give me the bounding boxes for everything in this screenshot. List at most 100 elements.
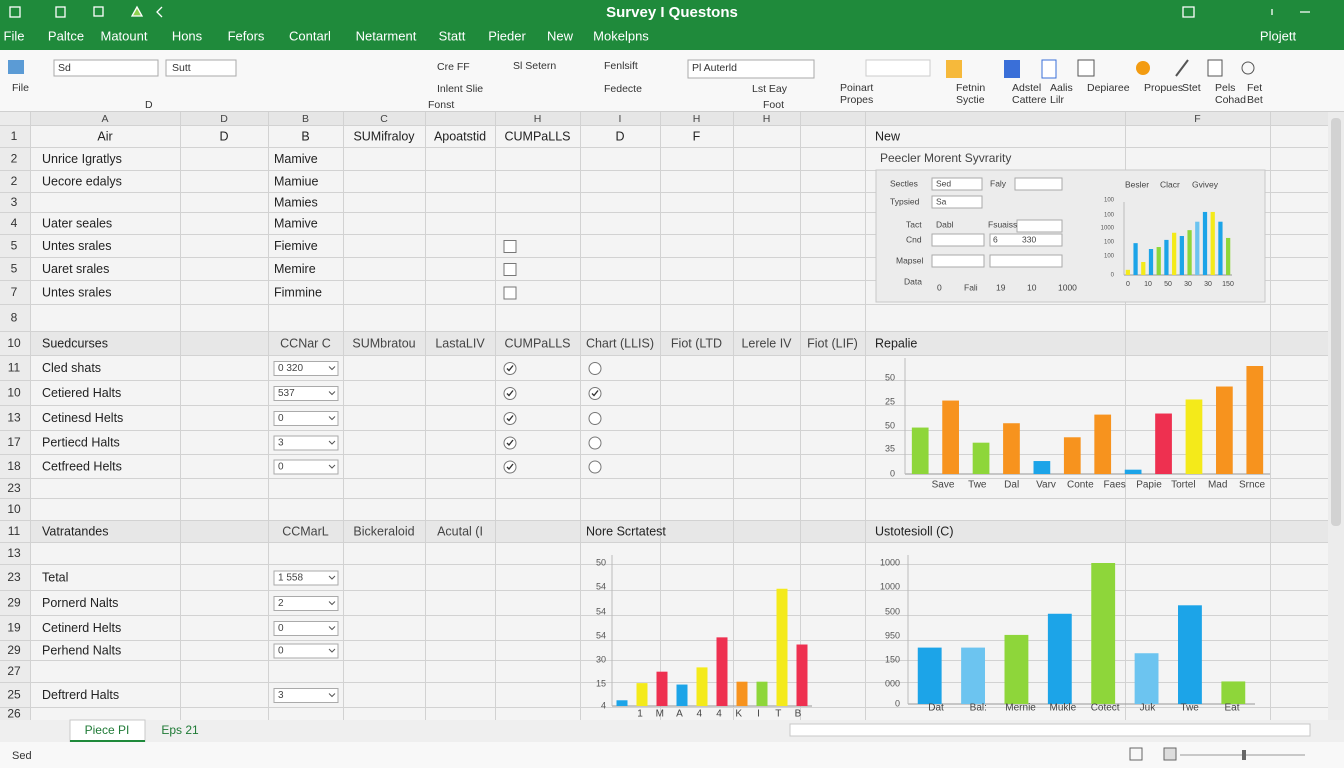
dropdown-value[interactable]: 3 <box>278 690 284 701</box>
ribbon-label[interactable]: Fet <box>1247 82 1262 94</box>
dropdown-value[interactable]: 0 <box>278 462 284 473</box>
ribbon-label[interactable]: Syctie <box>956 94 985 106</box>
bar <box>696 667 708 706</box>
dropdown[interactable] <box>273 459 339 475</box>
column-header: C <box>380 113 388 125</box>
view-button[interactable] <box>1129 747 1143 761</box>
cell-text: LastaLIV <box>435 336 485 350</box>
ribbon-label[interactable]: Sd <box>58 62 71 74</box>
ribbon-tab[interactable]: Mokelpns <box>593 28 649 43</box>
radio[interactable] <box>588 412 602 425</box>
zoom-thumb[interactable] <box>1242 750 1246 760</box>
bar <box>776 588 788 706</box>
panel-input[interactable] <box>1014 177 1063 191</box>
row-number: 3 <box>11 195 18 209</box>
ribbon-label[interactable]: Inlent Slie <box>437 83 483 95</box>
ribbon-label[interactable]: Depiaree <box>1087 82 1130 94</box>
bar <box>1125 269 1130 275</box>
ribbon-tab[interactable]: Hons <box>172 28 203 43</box>
ribbon-label[interactable]: Sl Setern <box>513 60 556 72</box>
dropdown-value[interactable]: 0 <box>278 623 284 634</box>
ribbon-label[interactable]: Bet <box>1247 94 1263 106</box>
dropdown[interactable] <box>273 570 339 586</box>
ribbon-label[interactable]: Adstel <box>1012 82 1041 94</box>
ribbon-label[interactable]: Stet <box>1182 82 1201 94</box>
dropdown[interactable] <box>273 688 339 703</box>
dropdown[interactable] <box>273 386 339 401</box>
ribbon-label[interactable]: Cattere <box>1012 94 1047 106</box>
view-button[interactable] <box>1163 747 1177 761</box>
style-box[interactable] <box>865 59 931 77</box>
dropdown-value[interactable]: 0 320 <box>278 363 303 374</box>
ribbon-label[interactable]: Cohad <box>1215 94 1246 106</box>
dropdown-arrow <box>328 366 336 371</box>
sheet-tab[interactable]: Eps 21 <box>161 723 199 737</box>
ribbon-label[interactable]: Lst Eay <box>752 83 788 95</box>
ribbon-label[interactable]: D <box>145 99 153 111</box>
cell-text: Mamies <box>274 195 318 209</box>
dropdown-value[interactable]: 0 <box>278 413 284 424</box>
font-box[interactable] <box>53 59 159 77</box>
checkbox[interactable] <box>503 286 517 300</box>
ribbon-label[interactable]: Propes <box>840 94 873 106</box>
ribbon-label[interactable]: Pl Auterld <box>692 62 737 74</box>
ribbon-tab[interactable]: New <box>547 28 574 43</box>
ribbon-label[interactable]: Pels <box>1215 82 1235 94</box>
ribbon-label[interactable]: Aalis <box>1050 82 1073 94</box>
ribbon-label[interactable]: Cre FF <box>437 61 470 73</box>
panel-input[interactable] <box>931 254 985 268</box>
checkbox[interactable] <box>503 263 517 276</box>
dropdown[interactable] <box>273 621 339 636</box>
panel-input[interactable] <box>931 177 983 191</box>
horizontal-scrollbar[interactable] <box>789 723 1311 737</box>
panel-input[interactable] <box>989 233 1063 247</box>
cell-text: Cled shats <box>42 361 101 375</box>
panel-input[interactable] <box>1016 219 1063 233</box>
ribbon-label[interactable]: Fonst <box>428 99 454 111</box>
size-box[interactable] <box>165 59 237 77</box>
dropdown[interactable] <box>273 361 339 376</box>
ribbon-tab[interactable]: Paltce <box>48 28 84 43</box>
dropdown-value[interactable]: 2 <box>278 598 284 609</box>
ribbon-tab[interactable]: Fefors <box>228 28 265 43</box>
ribbon-label[interactable]: Foot <box>763 99 784 111</box>
dropdown-value[interactable]: 3 <box>278 438 284 449</box>
panel-input[interactable] <box>931 233 985 247</box>
ribbon-label[interactable]: File <box>12 82 29 94</box>
sheet-tab[interactable]: Piece PI <box>85 723 130 737</box>
ribbon-label[interactable]: Fetnin <box>956 82 985 94</box>
ribbon-tab[interactable]: Netarment <box>356 28 417 43</box>
ribbon-label[interactable]: Lilr <box>1050 94 1065 106</box>
ribbon-tab[interactable]: Matount <box>101 28 148 43</box>
row-number: 10 <box>7 502 21 516</box>
ribbon-label[interactable]: Sutt <box>172 62 191 74</box>
dropdown[interactable] <box>273 596 339 611</box>
icon <box>1241 61 1255 75</box>
cell-text: Vatratandes <box>42 524 108 538</box>
dropdown[interactable] <box>273 411 339 426</box>
dropdown[interactable] <box>273 643 339 659</box>
dropdown-value[interactable]: 0 <box>278 646 284 657</box>
style-box[interactable] <box>687 59 815 79</box>
dropdown[interactable] <box>273 435 339 451</box>
panel-input[interactable] <box>931 195 983 209</box>
radio[interactable] <box>588 362 602 375</box>
ribbon-tab[interactable]: Statt <box>439 28 466 43</box>
dropdown-arrow <box>328 601 336 606</box>
scroll-thumb[interactable] <box>1331 118 1341 526</box>
dropdown-value[interactable]: 1 558 <box>278 573 303 584</box>
ribbon-tab[interactable]: Contarl <box>289 28 331 43</box>
checkbox[interactable] <box>503 240 517 253</box>
panel-label: Besler <box>1125 179 1149 189</box>
radio[interactable] <box>588 436 602 450</box>
ribbon-label[interactable]: Fedecte <box>604 83 642 95</box>
ribbon-label[interactable]: Propues <box>1144 82 1183 94</box>
ribbon-tab[interactable]: File <box>4 28 25 43</box>
bar <box>736 681 748 706</box>
ribbon-label[interactable]: Fenlsift <box>604 60 638 72</box>
ribbon-tab[interactable]: Pieder <box>488 28 526 43</box>
panel-input[interactable] <box>989 254 1063 268</box>
radio[interactable] <box>588 460 602 474</box>
dropdown-value[interactable]: 537 <box>278 388 295 399</box>
ribbon-label[interactable]: Poinart <box>840 82 873 94</box>
